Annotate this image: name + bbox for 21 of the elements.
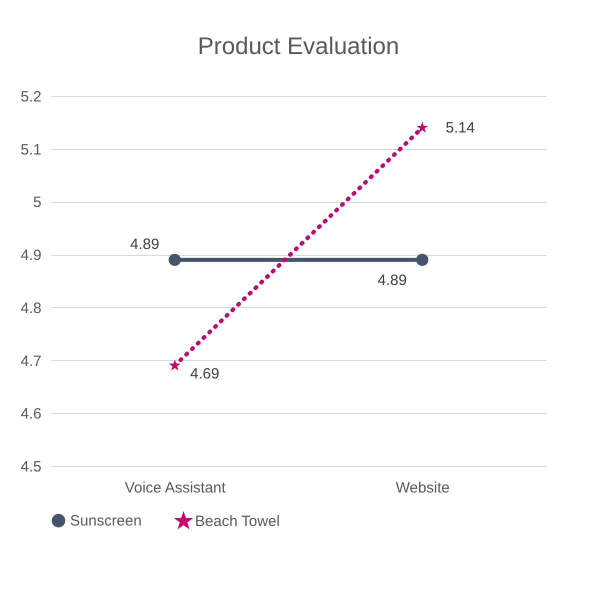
y-tick-label: 4.6 <box>20 406 42 423</box>
point <box>168 359 181 371</box>
y-tick-label: 4.7 <box>20 352 42 370</box>
legend-label: Sunscreen <box>70 512 142 530</box>
data-label: 5.14 <box>446 120 475 137</box>
y-tick-label: 4.9 <box>20 247 42 264</box>
data-label: 4.89 <box>378 272 407 289</box>
point <box>416 122 428 133</box>
data-label: 4.69 <box>190 366 220 383</box>
y-tick-label: 5.1 <box>20 141 42 158</box>
legend-label: Beach Towel <box>195 513 280 530</box>
y-tick-label: 5.2 <box>20 88 42 106</box>
chart-title: Product Evaluation <box>198 33 400 60</box>
y-tick-label: 4.8 <box>20 300 42 317</box>
x-tick-label: Website <box>396 480 450 496</box>
y-tick-label: 4.5 <box>20 458 42 476</box>
y-tick-label: 5 <box>33 194 42 212</box>
point <box>168 254 181 266</box>
point <box>416 254 428 266</box>
x-tick-label: Voice Assistant <box>124 480 227 496</box>
data-label: 4.89 <box>130 236 160 253</box>
